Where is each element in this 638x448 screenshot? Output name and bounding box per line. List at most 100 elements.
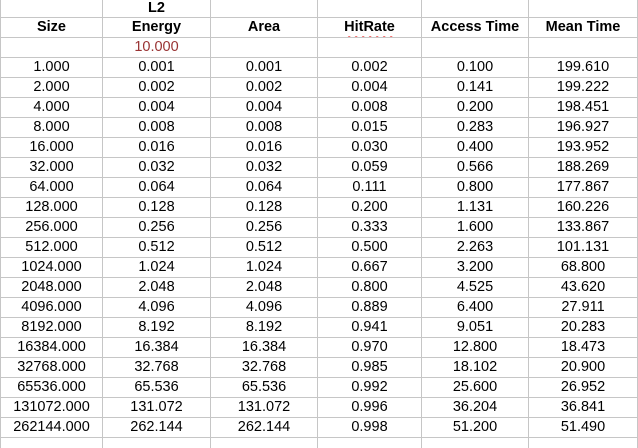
column-header-area[interactable]: Area	[211, 18, 318, 38]
cell[interactable]: 12.800	[422, 338, 529, 358]
cell[interactable]: 8.000	[1, 118, 103, 138]
cell[interactable]: 0.512	[103, 238, 211, 258]
cell[interactable]: 2.048	[211, 278, 318, 298]
cell[interactable]: 0.500	[318, 238, 422, 258]
cell[interactable]: 4.000	[1, 98, 103, 118]
cell[interactable]: 0.001	[103, 58, 211, 78]
cell[interactable]: 51.200	[422, 418, 529, 438]
column-header-mean-time[interactable]: Mean Time	[529, 18, 638, 38]
cell[interactable]: 8.192	[103, 318, 211, 338]
cell[interactable]: 0.200	[422, 98, 529, 118]
cell[interactable]: 262.144	[211, 418, 318, 438]
cell[interactable]: 4096.000	[1, 298, 103, 318]
cell[interactable]: 16.384	[211, 338, 318, 358]
cell[interactable]: 131.072	[103, 398, 211, 418]
cell[interactable]: 0.001	[211, 58, 318, 78]
cell[interactable]: 131.072	[211, 398, 318, 418]
cell[interactable]: 1.024	[211, 258, 318, 278]
cell[interactable]	[103, 438, 211, 448]
cell[interactable]	[211, 38, 318, 58]
cell[interactable]: 3.200	[422, 258, 529, 278]
cell[interactable]: 0.566	[422, 158, 529, 178]
cell[interactable]: 0.998	[318, 418, 422, 438]
cell[interactable]: 2048.000	[1, 278, 103, 298]
cell[interactable]: 0.512	[211, 238, 318, 258]
cell[interactable]: 0.200	[318, 198, 422, 218]
cell[interactable]: 1024.000	[1, 258, 103, 278]
energy-param-cell[interactable]: 10.000	[103, 38, 211, 58]
cell[interactable]: 1.131	[422, 198, 529, 218]
cell[interactable]: 0.800	[422, 178, 529, 198]
cell[interactable]: 193.952	[529, 138, 638, 158]
cell[interactable]: 0.256	[211, 218, 318, 238]
cell[interactable]: 27.911	[529, 298, 638, 318]
cell[interactable]: 0.128	[211, 198, 318, 218]
cell[interactable]	[529, 438, 638, 448]
cell[interactable]: 43.620	[529, 278, 638, 298]
cell[interactable]: 0.064	[103, 178, 211, 198]
group-header-cell[interactable]: L2	[103, 0, 211, 18]
cell[interactable]: 0.800	[318, 278, 422, 298]
cell[interactable]: 0.004	[318, 78, 422, 98]
cell[interactable]: 65.536	[211, 378, 318, 398]
cell[interactable]: 1.600	[422, 218, 529, 238]
cell[interactable]: 0.002	[103, 78, 211, 98]
cell[interactable]: 32768.000	[1, 358, 103, 378]
cell[interactable]: 0.004	[211, 98, 318, 118]
cell[interactable]: 65.536	[103, 378, 211, 398]
cell[interactable]: 0.008	[318, 98, 422, 118]
cell[interactable]: 0.016	[103, 138, 211, 158]
cell[interactable]	[1, 438, 103, 448]
cell[interactable]: 199.222	[529, 78, 638, 98]
cell[interactable]: 0.059	[318, 158, 422, 178]
column-header-size[interactable]: Size	[1, 18, 103, 38]
cell[interactable]: 6.400	[422, 298, 529, 318]
cell[interactable]: 32.768	[103, 358, 211, 378]
cell[interactable]: 0.128	[103, 198, 211, 218]
cell[interactable]	[422, 438, 529, 448]
cell[interactable]: 0.970	[318, 338, 422, 358]
cell[interactable]: 196.927	[529, 118, 638, 138]
cell[interactable]	[1, 0, 103, 18]
cell[interactable]: 18.473	[529, 338, 638, 358]
cell[interactable]: 262.144	[103, 418, 211, 438]
cell[interactable]: 4.096	[211, 298, 318, 318]
column-header-energy[interactable]: Energy	[103, 18, 211, 38]
cell[interactable]: 18.102	[422, 358, 529, 378]
cell[interactable]	[529, 0, 638, 18]
cell[interactable]: 36.204	[422, 398, 529, 418]
cell[interactable]: 0.941	[318, 318, 422, 338]
cell[interactable]: 0.032	[103, 158, 211, 178]
cell[interactable]: 4.525	[422, 278, 529, 298]
cell[interactable]: 9.051	[422, 318, 529, 338]
cell[interactable]: 0.016	[211, 138, 318, 158]
cell[interactable]: 2.263	[422, 238, 529, 258]
cell[interactable]: 0.889	[318, 298, 422, 318]
cell[interactable]	[529, 38, 638, 58]
cell[interactable]: 1.024	[103, 258, 211, 278]
cell[interactable]: 0.030	[318, 138, 422, 158]
cell[interactable]: 4.096	[103, 298, 211, 318]
cell[interactable]: 0.667	[318, 258, 422, 278]
cell[interactable]: 198.451	[529, 98, 638, 118]
cell[interactable]: 16.384	[103, 338, 211, 358]
cell[interactable]: 0.064	[211, 178, 318, 198]
cell[interactable]: 16384.000	[1, 338, 103, 358]
cell[interactable]: 1.000	[1, 58, 103, 78]
cell[interactable]: 20.283	[529, 318, 638, 338]
cell[interactable]: 32.000	[1, 158, 103, 178]
cell[interactable]	[1, 38, 103, 58]
cell[interactable]: 20.900	[529, 358, 638, 378]
cell[interactable]: 0.256	[103, 218, 211, 238]
cell[interactable]	[422, 0, 529, 18]
cell[interactable]: 32.768	[211, 358, 318, 378]
cell[interactable]: 131072.000	[1, 398, 103, 418]
cell[interactable]: 133.867	[529, 218, 638, 238]
cell[interactable]: 0.008	[103, 118, 211, 138]
cell[interactable]: 0.100	[422, 58, 529, 78]
cell[interactable]	[422, 38, 529, 58]
cell[interactable]: 64.000	[1, 178, 103, 198]
cell[interactable]: 0.002	[211, 78, 318, 98]
cell[interactable]: 262144.000	[1, 418, 103, 438]
cell[interactable]: 0.283	[422, 118, 529, 138]
